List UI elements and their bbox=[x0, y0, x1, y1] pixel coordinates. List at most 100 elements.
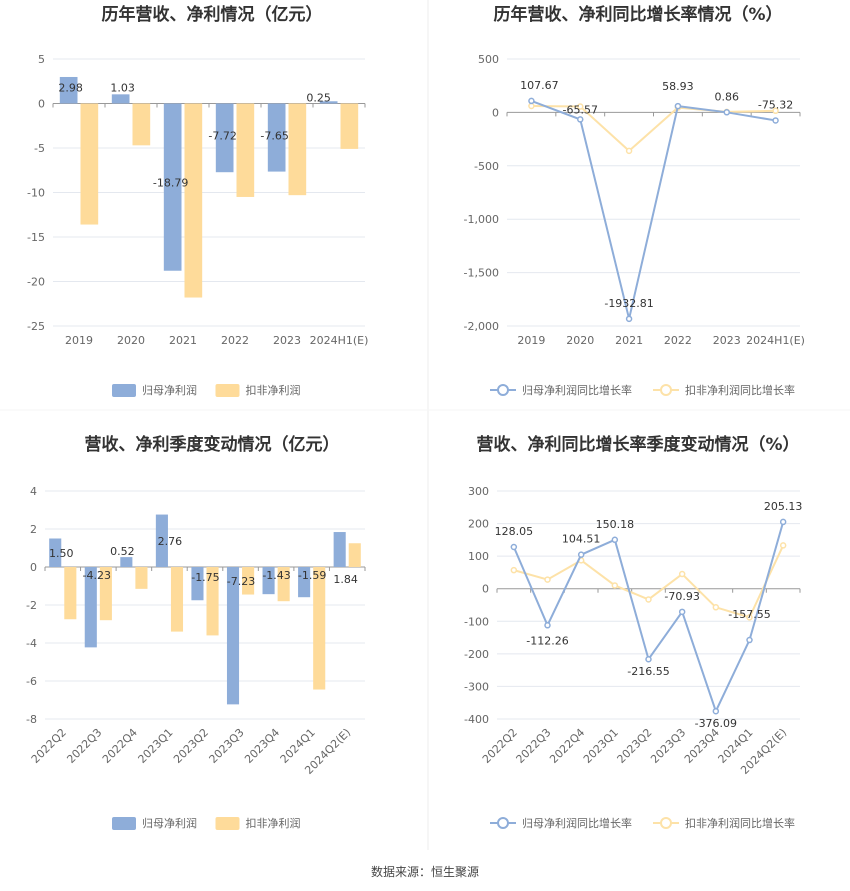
data-label: 2.76 bbox=[158, 535, 183, 548]
y-tick-label: 0 bbox=[38, 98, 45, 111]
deducted-profit-bar bbox=[99, 567, 112, 621]
chart-title-annual-growth: 历年营收、净利同比增长率情况（%） bbox=[493, 4, 782, 25]
y-tick-label: 200 bbox=[468, 518, 489, 531]
profit-bar bbox=[163, 103, 182, 271]
data-label: 0.25 bbox=[306, 92, 331, 105]
x-tick-label: 2023Q4 bbox=[682, 726, 722, 766]
y-tick-label: -15 bbox=[27, 231, 45, 244]
legend-label: 扣非净利润同比增长率 bbox=[685, 816, 795, 830]
y-tick-label: -25 bbox=[27, 320, 45, 333]
legend-label: 扣非净利润同比增长率 bbox=[685, 383, 795, 397]
profit-bar bbox=[84, 567, 97, 648]
data-label: -1.43 bbox=[262, 569, 290, 582]
x-tick-label: 2023 bbox=[713, 334, 741, 347]
deducted-profit-bar bbox=[277, 567, 290, 602]
data-label: -18.79 bbox=[153, 177, 188, 190]
deducted-profit-bar bbox=[206, 567, 219, 636]
chart-title-annual-profit: 历年营收、净利情况（亿元） bbox=[102, 4, 323, 25]
x-tick-label: 2024H1(E) bbox=[746, 334, 805, 347]
data-label: 1.50 bbox=[49, 547, 74, 560]
deducted-growth-line bbox=[531, 104, 776, 153]
legend-label: 归母净利润 bbox=[142, 816, 197, 830]
profit-bar bbox=[155, 514, 168, 567]
deducted-growth-point bbox=[611, 582, 619, 589]
deducted-profit-bar bbox=[242, 567, 255, 595]
deducted-growth-point bbox=[645, 596, 652, 603]
profit-bar bbox=[111, 94, 130, 104]
y-tick-label: 0 bbox=[482, 583, 489, 596]
profit-growth-point bbox=[678, 608, 686, 616]
deducted-growth-point bbox=[544, 576, 551, 583]
deducted-profit-bar bbox=[132, 103, 151, 146]
y-tick-label: -100 bbox=[464, 615, 489, 628]
legend-swatch bbox=[112, 384, 136, 397]
deducted-profit-bar bbox=[170, 567, 184, 632]
x-tick-label: 2022Q4 bbox=[547, 726, 587, 766]
y-tick-label: -200 bbox=[464, 648, 489, 661]
deducted-growth-point bbox=[510, 566, 518, 574]
legend-label: 归母净利润 bbox=[142, 383, 197, 397]
deducted-growth-point bbox=[528, 102, 535, 110]
deducted-growth-point bbox=[772, 107, 779, 115]
x-tick-label: 2023Q4 bbox=[242, 726, 282, 766]
data-label: 1.84 bbox=[333, 573, 358, 586]
annual-growth-chart: 500 0 -500 -1,000 -1,500 -2,000 2019 2020 2021 20… bbox=[464, 53, 805, 397]
deducted-profit-bar bbox=[135, 567, 148, 589]
data-label: -7.65 bbox=[260, 130, 288, 143]
profit-growth-point bbox=[528, 97, 535, 105]
deducted-growth-point bbox=[678, 570, 686, 578]
profit-bar bbox=[298, 567, 311, 598]
profit-bar bbox=[262, 567, 275, 595]
legend-label: 归母净利润同比增长率 bbox=[522, 816, 632, 830]
profit-growth-point bbox=[510, 543, 518, 551]
data-label: -1.59 bbox=[298, 569, 326, 582]
x-tick-label: 2021 bbox=[169, 334, 197, 347]
data-label: -7.23 bbox=[227, 575, 255, 588]
x-tick-label: 2023Q3 bbox=[648, 726, 688, 766]
deducted-growth-point bbox=[712, 604, 720, 611]
y-tick-label: -20 bbox=[27, 276, 45, 289]
legend-swatch bbox=[112, 817, 136, 830]
data-label: -1932.81 bbox=[604, 297, 653, 310]
x-tick-label: 2023Q2 bbox=[615, 726, 655, 766]
x-tick-label: 2022Q2 bbox=[480, 726, 520, 766]
y-tick-label: -2,000 bbox=[464, 320, 499, 333]
profit-growth-point bbox=[779, 518, 787, 526]
profit-growth-point bbox=[674, 102, 682, 110]
y-tick-label: -300 bbox=[464, 680, 489, 693]
data-label: 1.03 bbox=[110, 82, 135, 95]
y-tick-label: 100 bbox=[468, 550, 489, 563]
deducted-profit-bar bbox=[184, 103, 203, 298]
profit-bar bbox=[49, 538, 62, 567]
x-tick-label: 2022 bbox=[664, 334, 692, 347]
data-label: -70.93 bbox=[664, 590, 699, 603]
data-label: 2.98 bbox=[58, 82, 83, 95]
profit-growth-point bbox=[577, 551, 585, 558]
data-label: 150.18 bbox=[596, 518, 635, 531]
profit-bar bbox=[319, 101, 338, 104]
data-label: -75.32 bbox=[758, 98, 793, 111]
profit-bar bbox=[226, 567, 240, 705]
data-source: 数据来源：恒生聚源 bbox=[371, 864, 479, 879]
annual-profit-chart: 5 0 -5 -10 -15 -20 -25 2019 2020 2021 2022 2023 2024… bbox=[27, 53, 368, 397]
x-tick-label: 2020 bbox=[566, 334, 594, 347]
legend-label: 扣非净利润 bbox=[246, 816, 301, 830]
profit-growth-point bbox=[645, 655, 652, 663]
y-tick-label: -6 bbox=[26, 675, 37, 688]
legend-label: 归母净利润同比增长率 bbox=[522, 383, 632, 397]
y-tick-label: -2 bbox=[26, 599, 37, 612]
deducted-growth-point bbox=[625, 147, 633, 155]
legend-swatch bbox=[215, 384, 240, 397]
y-tick-label: 500 bbox=[478, 53, 499, 66]
data-label: -112.26 bbox=[526, 634, 568, 647]
deducted-profit-bar bbox=[340, 103, 359, 149]
profit-growth-point bbox=[772, 117, 779, 124]
deducted-profit-bar bbox=[236, 103, 255, 197]
deducted-growth-point bbox=[746, 614, 753, 621]
chart-title-quarterly-growth: 营收、净利同比增长率季度变动情况（%） bbox=[476, 434, 799, 455]
legend-marker bbox=[660, 384, 672, 396]
deducted-growth-point bbox=[577, 103, 584, 110]
deducted-profit-bar bbox=[80, 103, 99, 225]
y-tick-label: -1,500 bbox=[464, 267, 499, 280]
profit-growth-point bbox=[746, 636, 753, 644]
